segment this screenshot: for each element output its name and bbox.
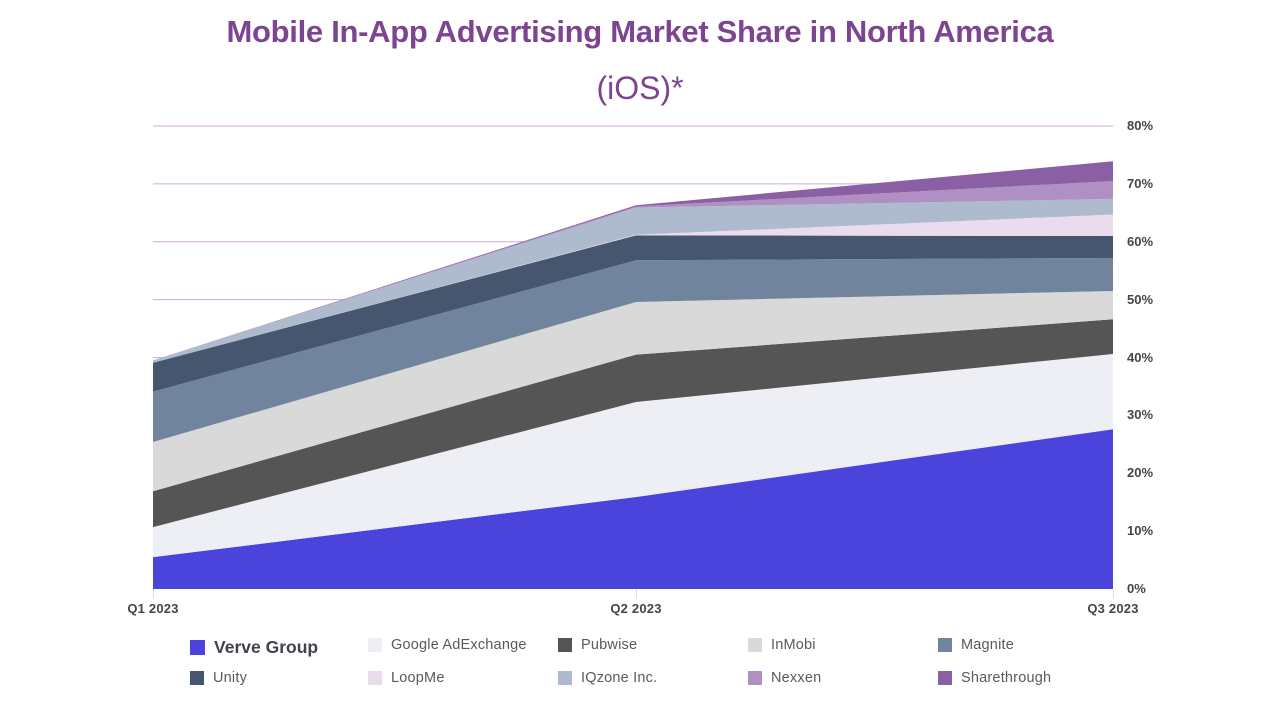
area-band-verve-group [153,429,1113,589]
legend-label: Google AdExchange [391,637,527,653]
legend-item-unity: Unity [190,670,247,686]
legend-swatch-icon [938,638,952,652]
legend-item-pubwise: Pubwise [558,637,637,653]
x-tick-label-1: Q1 2023 [127,601,179,616]
legend-item-verve-group: Verve Group [190,637,318,658]
legend-item-google-adexchange: Google AdExchange [368,637,527,653]
y-tick-label-30: 30% [1127,407,1154,423]
x-axis-tick-3 [1113,589,1114,598]
legend-swatch-icon [748,638,762,652]
legend-label: Magnite [961,637,1014,653]
legend-swatch-icon [190,671,204,685]
area-band-iqzone-inc- [153,198,1113,363]
area-band-magnite [153,257,1113,442]
y-tick-label-70: 70% [1127,175,1154,191]
area-band-loopme [153,214,1113,363]
y-tick-label-20: 20% [1127,465,1154,481]
legend-item-loopme: LoopMe [368,670,445,686]
area-band-sharethrough [153,161,1113,361]
stacked-area-chart [153,125,1113,589]
legend-label: Verve Group [214,637,319,657]
y-tick-label-0: 0% [1127,581,1146,596]
y-tick-label-10: 10% [1127,523,1154,539]
legend-label: InMobi [771,637,816,653]
legend-swatch-icon [190,640,205,655]
area-band-unity [153,235,1113,392]
legend-label: Sharethrough [961,670,1052,686]
legend-swatch-icon [558,671,572,685]
y-tick-label-50: 50% [1127,291,1154,307]
legend-item-nexxen: Nexxen [748,670,821,686]
plot-area [153,125,1113,589]
legend-item-sharethrough: Sharethrough [938,670,1051,686]
area-band-google-adexchange [153,354,1113,558]
legend-swatch-icon [558,638,572,652]
legend-swatch-icon [748,671,762,685]
legend-label: Unity [213,670,248,686]
area-band-pubwise [153,319,1113,528]
x-tick-label-3: Q3 2023 [1087,601,1139,616]
x-axis-tick-2 [636,589,637,598]
chart-subtitle: (iOS)* [596,70,684,106]
legend-label: Nexxen [771,670,822,686]
y-tick-label-60: 60% [1127,233,1154,249]
y-tick-label-80: 80% [1127,118,1154,133]
legend-item-magnite: Magnite [938,637,1014,653]
legend-item-inmobi: InMobi [748,637,816,653]
y-tick-label-40: 40% [1127,349,1154,365]
chart-title: Mobile In-App Advertising Market Share i… [226,14,1054,49]
legend-swatch-icon [368,671,382,685]
area-band-nexxen [153,180,1113,361]
legend-label: IQzone Inc. [581,670,658,686]
area-band-inmobi [153,290,1113,492]
legend-swatch-icon [368,638,382,652]
legend-label: Pubwise [581,637,638,653]
legend-item-iqzone-inc-: IQzone Inc. [558,670,657,686]
legend-swatch-icon [938,671,952,685]
legend-label: LoopMe [391,670,445,686]
x-axis-tick-1 [153,589,154,598]
x-tick-label-2: Q2 2023 [610,601,662,616]
